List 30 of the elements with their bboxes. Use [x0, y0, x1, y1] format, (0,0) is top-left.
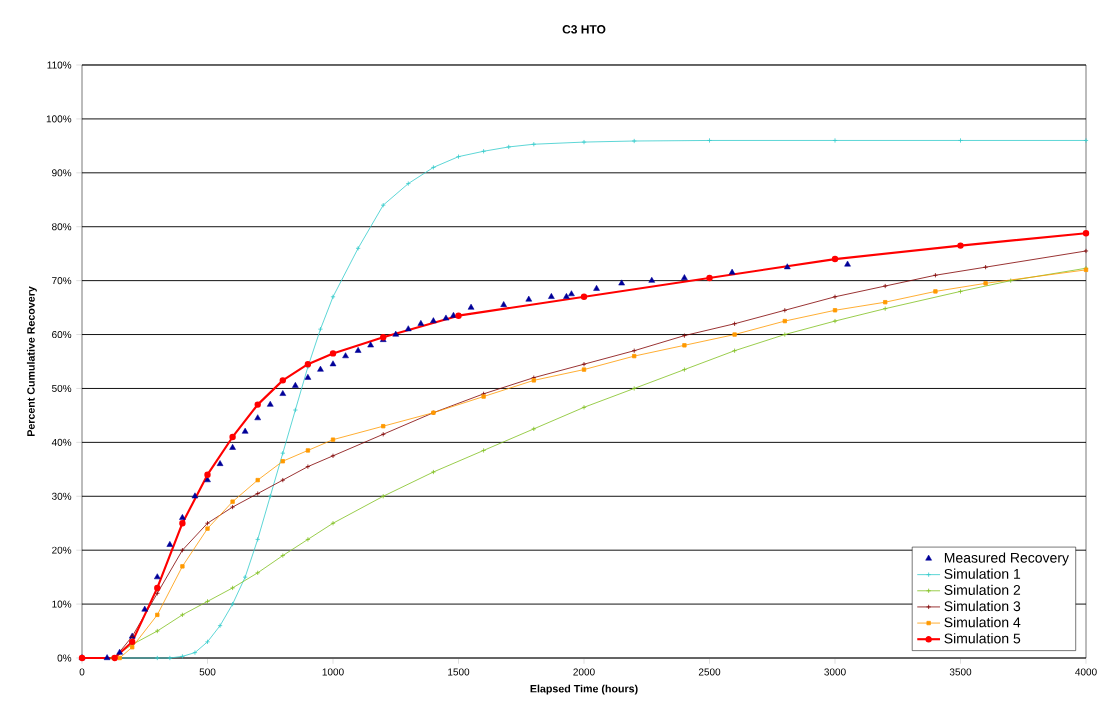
y-tick-label: 20%: [52, 546, 72, 554]
x-axis-title: Elapsed Time (hours): [530, 684, 638, 695]
y-tick-label: 100%: [46, 115, 72, 123]
y-tick-label: 10%: [52, 600, 72, 608]
y-tick-label: 30%: [51, 492, 72, 500]
legend-label: Simulation 1: [944, 568, 1021, 579]
y-tick-label: 70%: [52, 277, 72, 285]
y-tick-label: 50%: [51, 384, 72, 392]
legend-label: Simulation 4: [944, 617, 1021, 628]
y-axis-title: Percent Cumulative Recovery: [26, 286, 37, 437]
x-tick-label: 500: [199, 668, 216, 676]
legend-label: Measured Recovery: [944, 552, 1069, 566]
y-tick-label: 110%: [47, 61, 72, 69]
legend-label: Simulation 5: [944, 633, 1021, 644]
legend-label: Simulation 3: [944, 600, 1021, 612]
y-tick-label: 80%: [52, 223, 72, 231]
x-tick-label: 3500: [949, 668, 972, 676]
y-tick-label: 0%: [57, 654, 72, 662]
chart-title: C3 HTO: [562, 25, 606, 34]
x-tick-label: 1000: [322, 668, 344, 676]
y-tick-label: 40%: [51, 438, 72, 446]
x-tick-label: 4000: [1075, 668, 1097, 676]
x-tick-label: 0: [79, 668, 85, 676]
legend-label: Simulation 2: [944, 584, 1021, 595]
x-tick-label: 1500: [448, 668, 470, 676]
x-tick-label: 3000: [824, 668, 846, 676]
x-tick-label: 2000: [573, 668, 595, 676]
y-tick-label: 90%: [52, 169, 72, 177]
y-tick-label: 60%: [52, 331, 72, 339]
x-tick-label: 2500: [698, 668, 721, 676]
